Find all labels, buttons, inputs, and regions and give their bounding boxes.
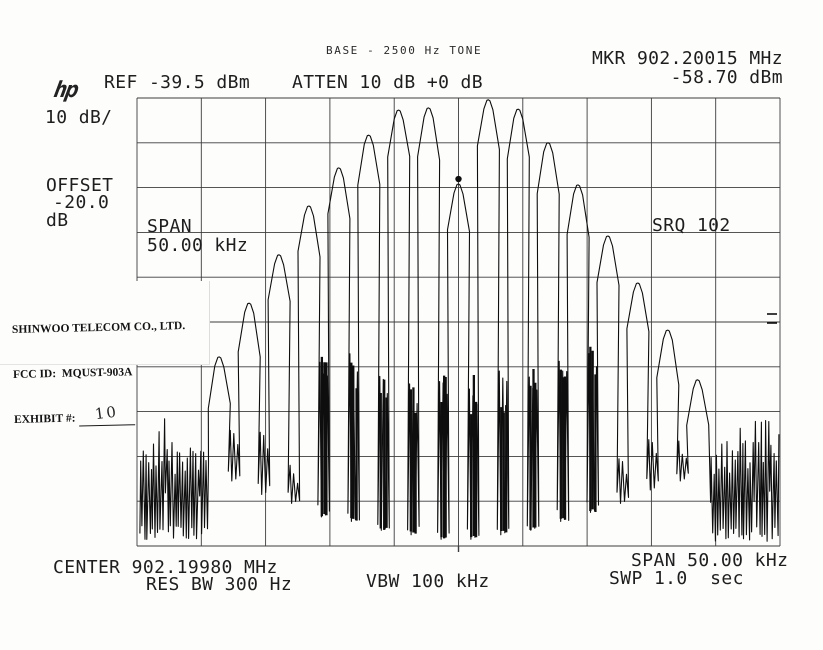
center-frequency-readout: CENTER 902.19980 MHz xyxy=(53,557,278,578)
sweep-time-readout: SWP 1.0 sec xyxy=(609,568,744,589)
offset-unit: dB xyxy=(46,210,69,231)
stamp-exhibit-label: EXHIBIT #: xyxy=(13,412,76,426)
chart-title: BASE - 2500 Hz TONE xyxy=(326,44,483,57)
span-value: 50.00 kHz xyxy=(147,235,249,256)
stamp-fcc-id: FCC ID: MQUST-903A xyxy=(12,366,133,381)
fcc-exhibit-stamp: SHINWOO TELECOM CO., LTD. FCC ID: MQUST-… xyxy=(11,289,188,458)
spectrum-trace xyxy=(139,99,780,542)
reference-level-readout: REF -39.5 dBm xyxy=(104,72,251,93)
video-bandwidth-readout: VBW 100 kHz xyxy=(366,571,490,592)
resolution-bandwidth-readout: RES BW 300 Hz xyxy=(146,574,293,595)
offset-label: OFFSET xyxy=(46,175,114,196)
marker-dot xyxy=(455,175,462,183)
span-readout-bottom: SPAN 50.00 kHz xyxy=(631,550,789,571)
span-label: SPAN xyxy=(147,216,192,237)
offset-value: -20.0 xyxy=(53,192,110,213)
attenuation-readout: ATTEN 10 dB +0 dB xyxy=(292,72,484,93)
stamp-company-name: SHINWOO TELECOM CO., LTD. xyxy=(11,320,186,336)
marker-amplitude-readout: -58.70 dBm xyxy=(670,67,783,88)
marker-frequency-readout: MKR 902.20015 MHz xyxy=(592,48,784,69)
handwritten-exhibit-number: 10 xyxy=(94,402,120,424)
srq-status: SRQ 102 xyxy=(652,215,731,236)
scale-per-div-readout: 10 dB/ xyxy=(45,107,113,128)
fcc-exhibit-sticker: SHINWOO TELECOM CO., LTD. FCC ID: MQUST-… xyxy=(0,281,210,427)
hp-logo: hp xyxy=(51,78,79,103)
exhibit-number-line: 10 xyxy=(79,402,136,427)
